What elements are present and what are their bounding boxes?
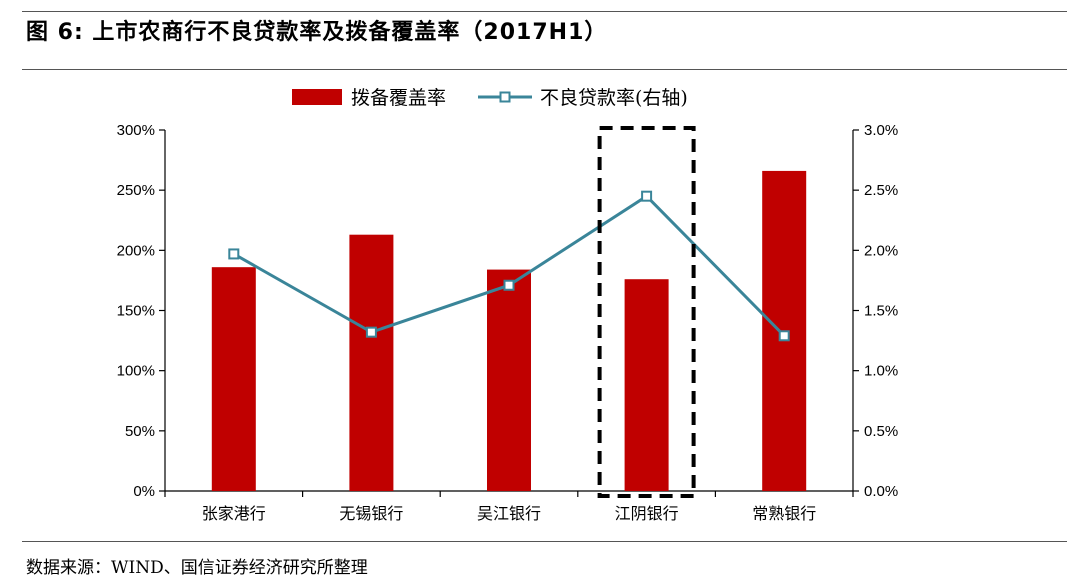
y-left-tick-label: 0% xyxy=(133,483,155,500)
line-point xyxy=(365,326,377,338)
line-point xyxy=(228,248,240,260)
y-left-tick-label: 200% xyxy=(117,242,155,259)
line-series xyxy=(228,190,790,342)
y-right-tick-label: 2.0% xyxy=(864,242,898,259)
x-tick-label: 江阴银行 xyxy=(615,504,679,523)
header-top-rule xyxy=(22,11,1067,12)
chart-axes: 0% 50% 100% 150% 200% 250% 300% 0.0% 0.5% 1.0% 1.5… xyxy=(117,122,899,523)
y-right-tick-label: 0.0% xyxy=(864,483,898,500)
figure-title: 图 6: 上市农商行不良贷款率及拨备覆盖率（2017H1） xyxy=(26,20,608,45)
bar xyxy=(349,234,394,491)
bar xyxy=(211,267,256,491)
legend-bar-swatch xyxy=(292,89,342,105)
y-left-tick-label: 100% xyxy=(117,363,155,380)
legend-line-label: 不良贷款率(右轴) xyxy=(540,87,688,109)
y-right-tick-label: 1.5% xyxy=(864,303,898,320)
y-left-tick-label: 150% xyxy=(117,303,155,320)
line-point xyxy=(503,279,515,291)
y-left-tick-label: 300% xyxy=(117,122,155,139)
header-bottom-rule xyxy=(22,69,1067,70)
x-tick-label: 张家港行 xyxy=(202,504,266,523)
x-tick-label: 无锡银行 xyxy=(339,504,403,523)
bar xyxy=(487,269,531,491)
x-tick-label: 常熟银行 xyxy=(752,504,816,523)
legend-line-marker xyxy=(499,91,511,103)
y-right-tick-label: 1.0% xyxy=(864,363,898,380)
y-left-tick-label: 50% xyxy=(125,423,155,440)
y-right-tick-label: 2.5% xyxy=(864,182,898,199)
source-note: 数据来源：WIND、国信证券经济研究所整理 xyxy=(26,558,368,578)
line-point xyxy=(778,330,790,342)
x-tick-label: 吴江银行 xyxy=(477,504,541,523)
bar xyxy=(624,279,669,491)
line-point xyxy=(641,190,653,202)
y-right-tick-label: 3.0% xyxy=(864,122,898,139)
legend: 拨备覆盖率 不良贷款率(右轴) xyxy=(292,87,688,109)
bar-series xyxy=(211,170,807,491)
highlight-box xyxy=(597,126,696,498)
y-left-tick-label: 250% xyxy=(117,182,155,199)
y-right-tick-label: 0.5% xyxy=(864,423,898,440)
legend-bar-label: 拨备覆盖率 xyxy=(351,87,446,109)
footer-rule xyxy=(22,541,1067,542)
